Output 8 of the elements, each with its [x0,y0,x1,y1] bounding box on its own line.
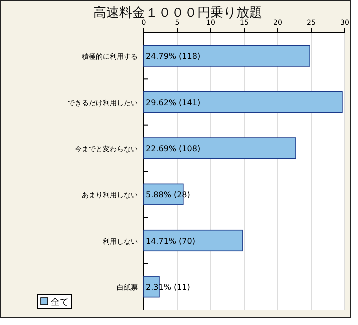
title: 高速料金１０００円乗り放題 [94,6,262,21]
data-label: 2.31% (11) [146,282,190,292]
data-label: 22.69% (108) [146,144,201,154]
data-label: 29.62% (141) [146,98,201,108]
legend-label: 全て [51,297,69,308]
data-label: 14.71% (70) [146,236,196,246]
legend: 全て [38,294,72,310]
data-label: 24.79% (118) [146,52,201,62]
